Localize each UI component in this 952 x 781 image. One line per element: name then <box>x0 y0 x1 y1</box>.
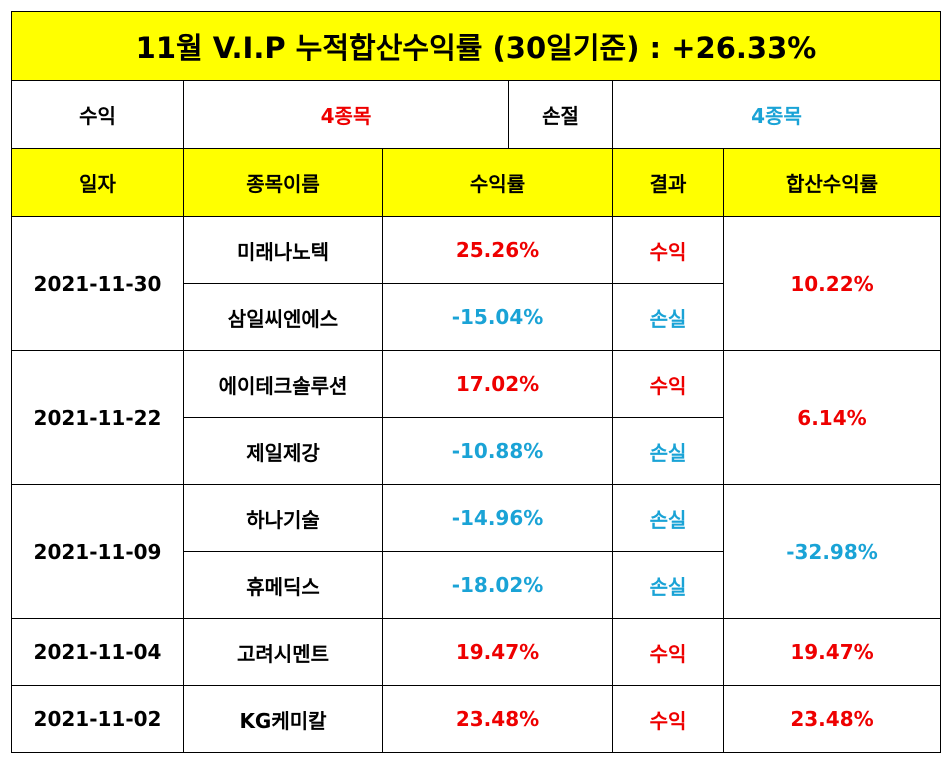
stock-name-cell: 제일제강 <box>183 417 383 485</box>
return-rate-cell: 23.48% <box>382 685 613 753</box>
table-row: 휴메딕스 -18.02% 손실 <box>12 551 941 619</box>
header-return-rate: 수익률 <box>382 148 613 217</box>
total-return-cell: 19.47% <box>723 618 941 686</box>
result-cell: 손실 <box>612 417 724 485</box>
result-cell: 손실 <box>612 283 724 351</box>
loss-label: 손절 <box>508 80 613 149</box>
date-cell: 2021-11-30 <box>11 216 184 351</box>
table-row: 삼일씨엔에스 -15.04% 손실 <box>12 283 941 351</box>
result-cell: 수익 <box>612 350 724 418</box>
vip-returns-table: 11월 V.I.P 누적합산수익률 (30일기준) : +26.33% 수익 4… <box>11 11 941 753</box>
header-stock-name: 종목이름 <box>183 148 383 217</box>
total-return-cell: -32.98% <box>723 484 941 619</box>
summary-row: 수익 4종목 손절 4종목 <box>11 80 941 149</box>
stock-name-cell: 에이테크솔루션 <box>183 350 383 418</box>
return-rate-cell: -14.96% <box>382 484 613 552</box>
stock-name-cell: 삼일씨엔에스 <box>183 283 383 351</box>
return-rate-cell: 17.02% <box>382 350 613 418</box>
return-rate-cell: 19.47% <box>382 618 613 686</box>
return-rate-cell: 25.26% <box>382 216 613 284</box>
total-return-cell: 10.22% <box>723 216 941 351</box>
stock-name-cell: KG케미칼 <box>183 685 383 753</box>
header-total-return: 합산수익률 <box>723 148 941 217</box>
date-cell: 2021-11-22 <box>11 350 184 485</box>
table-row: 2021-11-02 KG케미칼 23.48% 수익 23.48% <box>11 685 941 753</box>
stock-name-cell: 고려시멘트 <box>183 618 383 686</box>
profit-label: 수익 <box>11 80 184 149</box>
date-cell: 2021-11-09 <box>11 484 184 619</box>
table-title: 11월 V.I.P 누적합산수익률 (30일기준) : +26.33% <box>11 11 941 81</box>
table-row: 2021-11-04 고려시멘트 19.47% 수익 19.47% <box>11 618 941 686</box>
total-return-cell: 23.48% <box>723 685 941 753</box>
result-cell: 손실 <box>612 484 724 552</box>
result-cell: 수익 <box>612 685 724 753</box>
profit-count: 4종목 <box>183 80 509 149</box>
stock-name-cell: 하나기술 <box>183 484 383 552</box>
result-cell: 수익 <box>612 618 724 686</box>
total-return-cell: 6.14% <box>723 350 941 485</box>
table-row: 2021-11-22 에이테크솔루션 17.02% 수익 6.14% <box>11 350 941 485</box>
header-date: 일자 <box>11 148 184 217</box>
header-row: 일자 종목이름 수익률 결과 합산수익률 <box>11 148 941 217</box>
header-result: 결과 <box>612 148 724 217</box>
date-cell: 2021-11-02 <box>11 685 184 753</box>
return-rate-cell: -18.02% <box>382 551 613 619</box>
return-rate-cell: -15.04% <box>382 283 613 351</box>
loss-count: 4종목 <box>612 80 941 149</box>
date-cell: 2021-11-04 <box>11 618 184 686</box>
table-row: 2021-11-09 하나기술 -14.96% 손실 -32.98% <box>11 484 941 619</box>
stock-name-cell: 미래나노텍 <box>183 216 383 284</box>
table-row: 2021-11-30 미래나노텍 25.26% 수익 10.22% <box>11 216 941 351</box>
result-cell: 손실 <box>612 551 724 619</box>
stock-name-cell: 휴메딕스 <box>183 551 383 619</box>
result-cell: 수익 <box>612 216 724 284</box>
return-rate-cell: -10.88% <box>382 417 613 485</box>
